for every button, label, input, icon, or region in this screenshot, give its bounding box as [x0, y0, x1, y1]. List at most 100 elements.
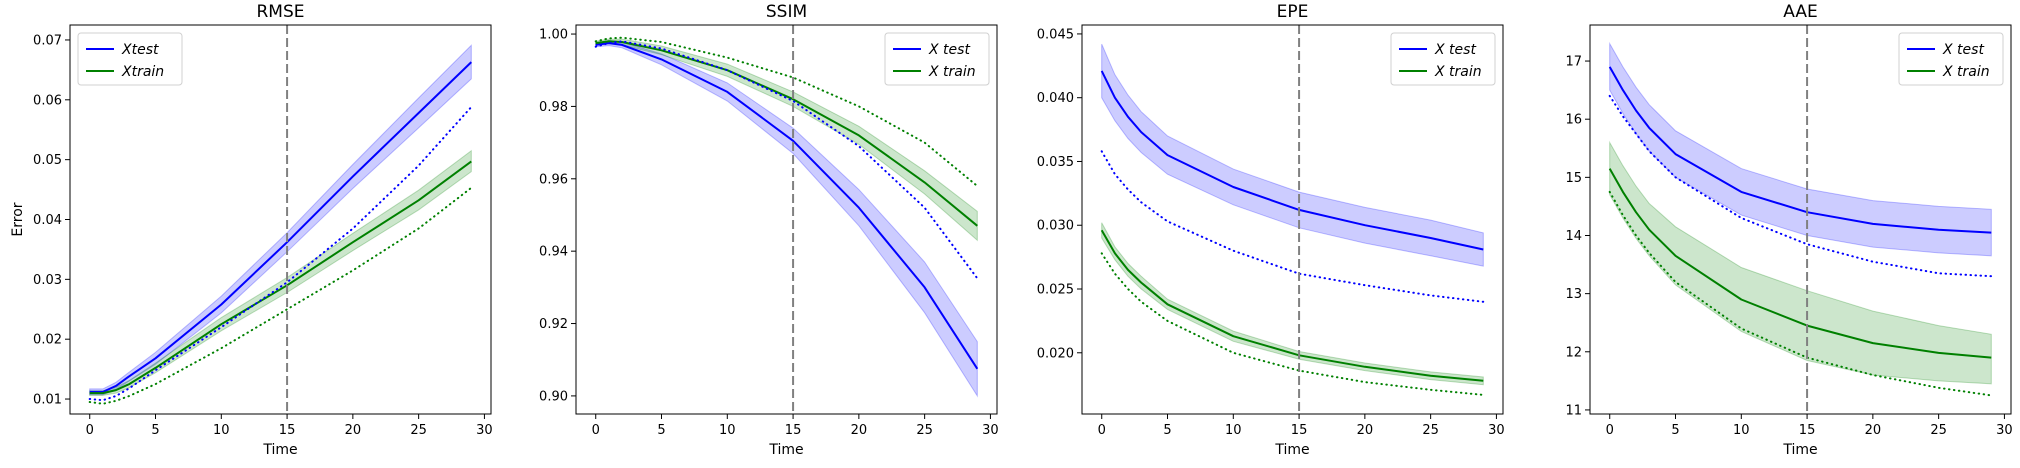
x-axis-label: Time — [768, 442, 803, 458]
y-tick-label: 1.00 — [539, 28, 568, 43]
x-tick-label: 20 — [1357, 423, 1374, 438]
axes-frame — [1589, 24, 2012, 415]
legend-entry: Xtest — [121, 42, 159, 58]
axes-frame — [1081, 24, 1504, 415]
y-axis-label: Error — [10, 202, 26, 236]
confidence-band-0 — [595, 40, 978, 398]
chart-panel-ssim: 0 5 10 15 20 25 30 0.90 0.92 0.94 0.96 0.98 1.00 SSIM… — [539, 2, 999, 458]
y-tick-label: 0.98 — [539, 100, 568, 115]
legend: X test X train — [1390, 32, 1496, 86]
chart-panel-rmse: 0 5 10 15 20 25 30 0.01 0.02 0.03 0.04 0.05 0.06 0.07… — [10, 2, 493, 458]
series-line-2 — [594, 40, 979, 280]
x-tick-label: 30 — [1996, 423, 2013, 438]
y-tick-label: 11 — [1565, 403, 1582, 418]
series-line-0 — [89, 61, 472, 393]
chart-title: EPE — [1277, 2, 1309, 22]
x-axis-label: Time — [262, 442, 297, 458]
confidence-band-0 — [89, 44, 472, 396]
series-line-2 — [88, 106, 473, 402]
confidence-band-1 — [89, 149, 472, 396]
x-tick-label: 20 — [345, 423, 362, 438]
x-tick-label: 25 — [1930, 423, 1947, 438]
y-tick-label: 0.05 — [33, 153, 62, 168]
x-axis-label: Time — [1274, 442, 1309, 458]
y-tick-label: 0.040 — [1037, 91, 1074, 106]
series-line-3 — [88, 186, 473, 405]
x-tick-label: 5 — [151, 423, 159, 438]
x-tick-label: 5 — [657, 423, 665, 438]
x-tick-label: 0 — [1606, 423, 1614, 438]
series-line-0 — [1608, 66, 1992, 234]
y-tick-label: 0.030 — [1037, 219, 1074, 234]
x-tick-label: 10 — [1733, 423, 1750, 438]
y-tick-label: 0.04 — [33, 213, 62, 228]
x-tick-label: 0 — [86, 423, 94, 438]
x-tick-label: 15 — [1291, 423, 1308, 438]
legend-entry: X test — [928, 42, 970, 58]
y-tick-label: 0.07 — [33, 33, 62, 48]
y-tick-label: 14 — [1565, 229, 1582, 244]
y-tick-label: 13 — [1565, 287, 1582, 302]
x-tick-label: 15 — [1799, 423, 1816, 438]
confidence-band-0 — [1609, 41, 1992, 257]
y-tick-label: 0.96 — [539, 172, 568, 187]
series-line-0 — [595, 42, 979, 370]
x-tick-label: 20 — [851, 423, 868, 438]
legend: Xtest Xtrain — [77, 32, 183, 86]
legend-entry: X train — [1942, 64, 1990, 80]
y-tick-label: 0.020 — [1037, 346, 1074, 361]
x-tick-label: 0 — [592, 423, 600, 438]
x-tick-label: 25 — [916, 423, 933, 438]
x-tick-label: 10 — [719, 423, 736, 438]
chart-panel-epe: 0 5 10 15 20 25 30 0.020 0.025 0.030 0.035 0.040 0.0… — [1037, 2, 1505, 458]
x-tick-label: 10 — [213, 423, 230, 438]
chart-title: RMSE — [256, 2, 304, 22]
legend-entry: X test — [1942, 42, 1984, 58]
y-tick-label: 0.90 — [539, 389, 568, 404]
x-tick-label: 10 — [1225, 423, 1242, 438]
x-tick-label: 20 — [1865, 423, 1882, 438]
y-tick-label: 12 — [1565, 345, 1582, 360]
y-tick-label: 15 — [1565, 171, 1582, 186]
y-tick-label: 0.92 — [539, 317, 568, 332]
series-line-2 — [1608, 94, 1993, 278]
x-tick-label: 15 — [785, 423, 802, 438]
y-tick-label: 0.01 — [33, 393, 62, 408]
series-line-1 — [1608, 168, 1992, 359]
legend-entry: X test — [1434, 42, 1476, 58]
axes-frame — [575, 24, 998, 415]
x-tick-label: 0 — [1098, 423, 1106, 438]
series-line-0 — [1100, 70, 1484, 251]
legend: X test X train — [1898, 32, 2004, 86]
chart-title: AAE — [1783, 2, 1817, 22]
y-tick-label: 0.06 — [33, 93, 62, 108]
legend-entry: Xtrain — [121, 64, 164, 80]
y-tick-label: 0.03 — [33, 273, 62, 288]
confidence-band-1 — [1609, 140, 1992, 385]
x-axis-label: Time — [1782, 442, 1817, 458]
series-line-3 — [594, 36, 979, 187]
legend: X test X train — [884, 32, 990, 86]
y-tick-label: 0.045 — [1037, 27, 1074, 42]
legend-entry: X train — [1434, 64, 1482, 80]
x-tick-label: 15 — [279, 423, 296, 438]
x-tick-label: 30 — [476, 423, 493, 438]
x-tick-label: 25 — [1422, 423, 1439, 438]
series-line-1 — [1100, 229, 1484, 382]
confidence-band-1 — [1101, 222, 1484, 386]
series-line-1 — [89, 160, 472, 395]
y-tick-label: 16 — [1565, 113, 1582, 128]
y-tick-label: 0.025 — [1037, 283, 1074, 298]
series-line-3 — [1100, 252, 1485, 396]
x-tick-label: 30 — [1488, 423, 1505, 438]
confidence-band-0 — [1101, 43, 1484, 267]
x-tick-label: 5 — [1671, 423, 1679, 438]
chart-title: SSIM — [766, 2, 807, 22]
y-tick-label: 0.02 — [33, 333, 62, 348]
x-tick-label: 5 — [1163, 423, 1171, 438]
x-tick-label: 30 — [982, 423, 999, 438]
y-tick-label: 0.035 — [1037, 155, 1074, 170]
series-line-3 — [1608, 190, 1993, 397]
